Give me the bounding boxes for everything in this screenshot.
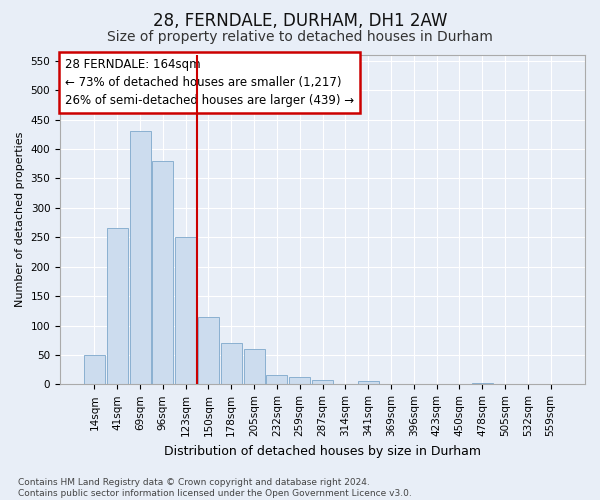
Text: Contains HM Land Registry data © Crown copyright and database right 2024.
Contai: Contains HM Land Registry data © Crown c… <box>18 478 412 498</box>
Bar <box>221 343 242 384</box>
Bar <box>84 355 105 384</box>
Text: 28 FERNDALE: 164sqm
← 73% of detached houses are smaller (1,217)
26% of semi-det: 28 FERNDALE: 164sqm ← 73% of detached ho… <box>65 58 355 108</box>
Bar <box>198 316 219 384</box>
Bar <box>244 349 265 384</box>
Bar <box>289 378 310 384</box>
Bar <box>472 383 493 384</box>
Bar <box>266 376 287 384</box>
Text: Size of property relative to detached houses in Durham: Size of property relative to detached ho… <box>107 30 493 44</box>
Bar <box>107 228 128 384</box>
Bar <box>175 238 196 384</box>
Bar <box>312 380 333 384</box>
Bar <box>130 132 151 384</box>
Bar <box>358 382 379 384</box>
X-axis label: Distribution of detached houses by size in Durham: Distribution of detached houses by size … <box>164 444 481 458</box>
Bar <box>152 161 173 384</box>
Y-axis label: Number of detached properties: Number of detached properties <box>15 132 25 308</box>
Text: 28, FERNDALE, DURHAM, DH1 2AW: 28, FERNDALE, DURHAM, DH1 2AW <box>153 12 447 30</box>
